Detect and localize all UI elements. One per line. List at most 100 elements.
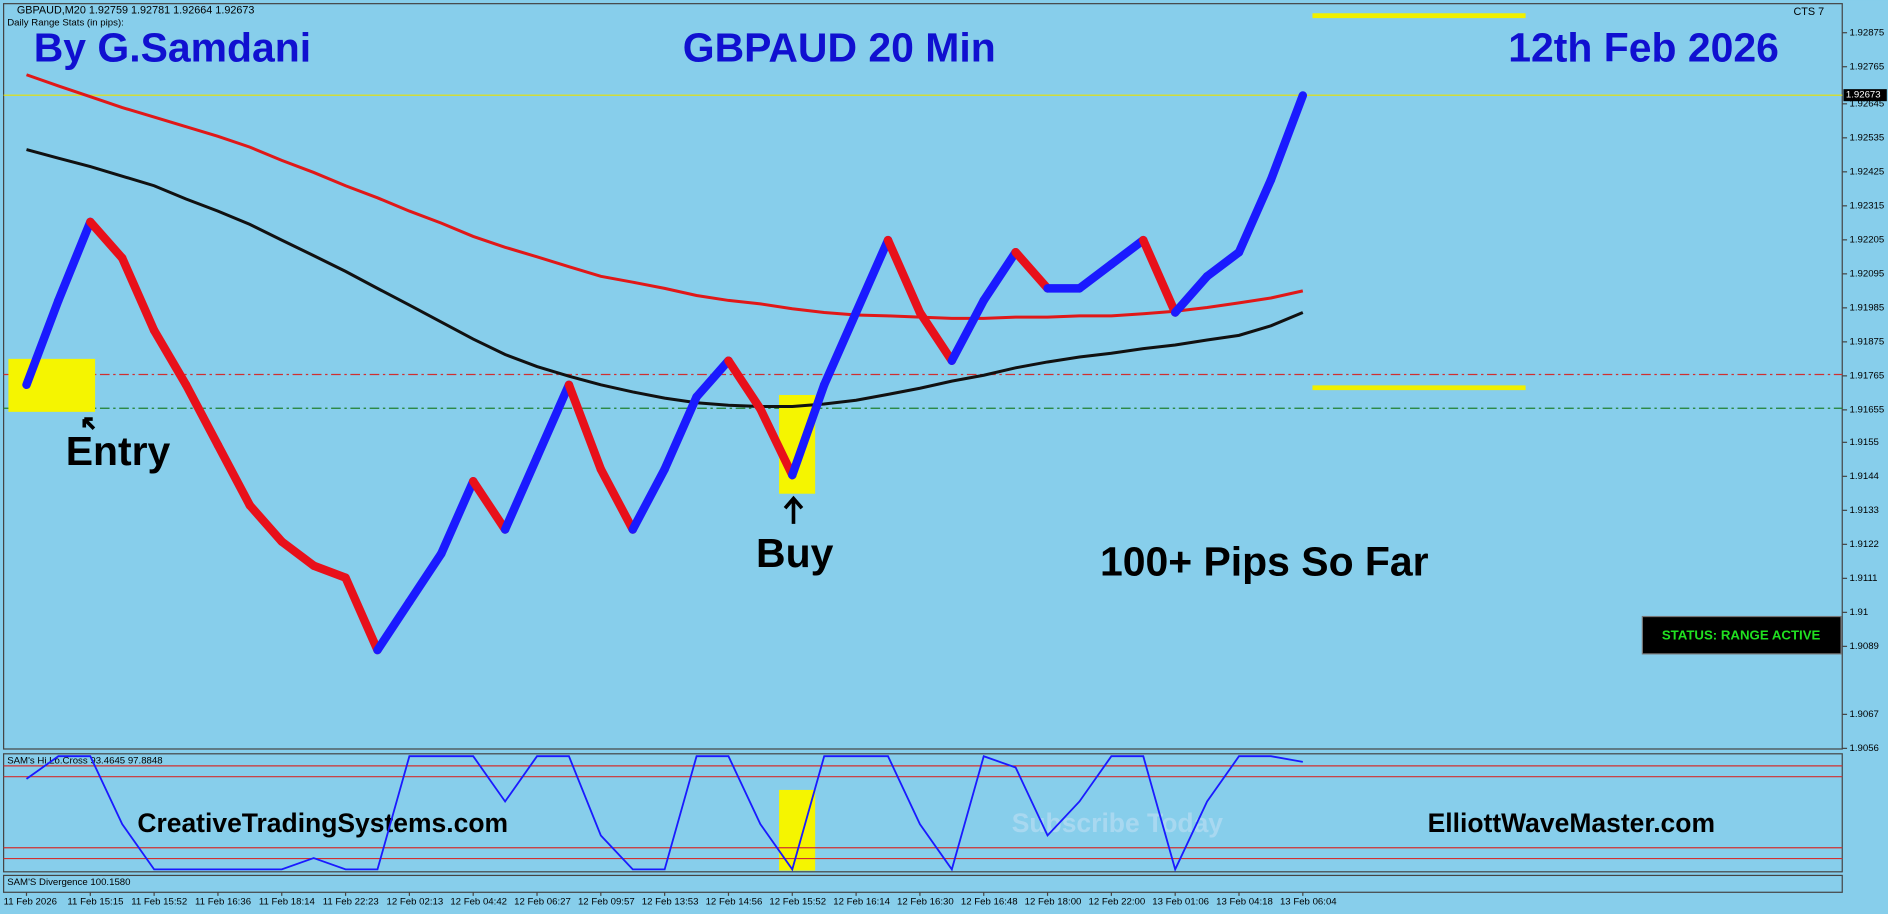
price-segment [851,235,893,317]
divergence-label: SAM'S Divergence 100.1580 [7,877,130,888]
annotation: Entry [66,428,171,474]
y-tick-label: 1.92535 [1849,132,1884,143]
oscillator-panel [3,753,1843,873]
y-tick-label: 1.9056 [1849,743,1878,754]
x-tick-label: 12 Feb 09:57 [578,896,635,907]
x-tick-label: 13 Feb 04:18 [1216,896,1273,907]
x-tick-label: 12 Feb 22:00 [1088,896,1145,907]
x-tick-label: 11 Feb 18:14 [259,896,316,907]
price-segment [405,549,446,607]
y-tick-label: 1.91765 [1849,370,1884,381]
price-segment [1202,247,1244,281]
price-segment [341,573,382,655]
price-segment [564,380,606,474]
price-segment [788,380,829,480]
price-segment [1011,247,1052,293]
price-segment [500,452,542,534]
status-text: STATUS: RANGE ACTIVE [1662,627,1821,642]
price-segment [86,217,127,263]
y-tick-label: 1.92315 [1849,200,1884,211]
x-tick-label: 13 Feb 06:04 [1280,896,1337,907]
y-tick-label: 1.91985 [1849,302,1884,313]
price-segment [1075,260,1116,293]
price-segment [277,537,318,570]
moving-average [26,148,1304,408]
entry-arrow [82,417,96,430]
y-tick-label: 1.92425 [1849,166,1884,177]
date: 12th Feb 2026 [1508,24,1779,70]
current-price-label: 1.92673 [1846,90,1881,101]
price-segment [1170,272,1212,317]
price-segment [213,440,255,510]
x-tick-label: 11 Feb 2026 [4,896,57,907]
price-segment [149,326,191,390]
y-tick-label: 1.9144 [1849,471,1879,482]
price-segment [915,308,957,365]
entry-highlight [8,358,96,412]
y-tick-label: 1.9122 [1849,539,1878,550]
y-tick-label: 1.91 [1849,607,1868,618]
price-segment [1139,235,1180,317]
current-price-box [1843,89,1887,102]
price-segment [118,253,159,335]
divergence-panel [3,874,1843,893]
author: By G.Samdani [34,24,311,70]
x-tick-label: 12 Feb 18:00 [1025,896,1082,907]
watermark: CreativeTradingSystems.com [137,808,508,838]
y-tick-label: 1.92095 [1849,268,1884,279]
y-tick-label: 1.9155 [1849,437,1878,448]
price-segment [1234,175,1276,257]
x-tick-label: 11 Feb 16:36 [195,896,251,907]
price-segment [468,477,510,534]
price-segment [724,356,765,414]
price-segment [373,597,414,655]
price-segment [883,235,925,317]
x-tick-label: 12 Feb 13:53 [642,896,699,907]
price-segment [947,296,988,365]
price-segment [628,465,669,534]
price-segment [660,392,701,474]
y-tick-label: 1.9133 [1849,505,1878,516]
buy-arrow [783,495,804,524]
price-segment [245,501,286,546]
price-segment [437,477,478,558]
y-tick-label: 1.92645 [1849,98,1884,109]
x-tick-label: 12 Feb 15:52 [769,896,826,907]
y-tick-label: 1.92205 [1849,234,1884,245]
y-tick-label: 1.9067 [1849,709,1878,720]
price-segment [181,380,223,450]
buy-highlight [779,789,816,871]
status-box [1641,615,1842,655]
platform-label: CTS 7 [1793,6,1824,18]
moving-average [25,73,1304,320]
price-segment [756,404,797,480]
x-tick-label: 12 Feb 14:56 [706,896,763,907]
price-segment [1266,91,1308,185]
x-tick-label: 11 Feb 15:15 [67,896,123,907]
x-tick-label: 13 Feb 01:06 [1152,896,1209,907]
price-segment [979,247,1020,305]
x-tick-label: 12 Feb 16:14 [833,896,890,907]
symbol-info: GBPAUD,M20 1.92759 1.92781 1.92664 1.926… [17,5,255,17]
price-segment [596,465,637,534]
price-segment [22,296,63,390]
y-tick-label: 1.92875 [1849,27,1884,38]
x-tick-label: 11 Feb 15:52 [131,896,187,907]
y-tick-label: 1.9089 [1849,641,1878,652]
x-tick-label: 12 Feb 16:48 [961,896,1018,907]
price-segment [819,308,861,390]
stats-label: Daily Range Stats (in pips): [7,17,124,28]
x-tick-label: 11 Feb 22:23 [323,896,379,907]
y-tick-label: 1.92765 [1849,61,1884,72]
oscillator-line [25,755,1303,872]
price-segment [532,380,574,462]
x-tick-label: 12 Feb 16:30 [897,896,954,907]
price-segment [54,217,95,305]
price-segment [309,561,350,582]
y-tick-label: 1.91875 [1849,336,1884,347]
y-tick-label: 1.91655 [1849,404,1884,415]
annotation: 100+ Pips So Far [1100,539,1429,585]
x-tick-label: 12 Feb 02:13 [387,896,444,907]
